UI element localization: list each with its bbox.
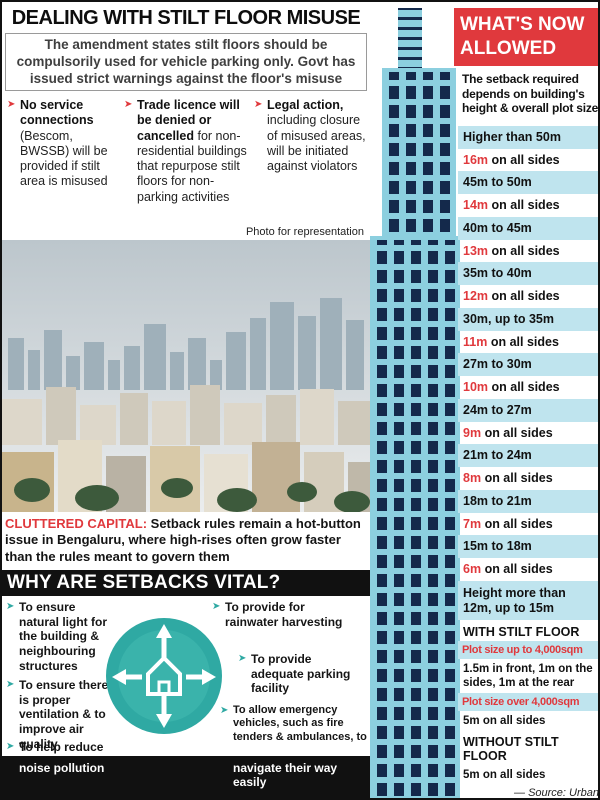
setback-value: 6m on all sides <box>463 562 553 577</box>
setback-value: 8m on all sides <box>463 471 553 486</box>
caption-text: Setback rules remain a hot-button issue … <box>5 516 361 564</box>
photo-caption: CLUTTERED CAPITAL: Setback rules remain … <box>5 516 367 565</box>
vital-text: To ensure there is proper ventilation & … <box>19 678 109 751</box>
bullet-arrow-icon: ➤ <box>7 99 16 110</box>
without-stilt-title: WITHOUT STILT FLOOR <box>463 735 559 763</box>
setback-value: 7m on all sides <box>463 516 553 531</box>
setback-value: 14m on all sides <box>463 198 560 213</box>
bullet-arrow-icon: ➤ <box>238 653 247 664</box>
setback-value: 13m on all sides <box>463 243 560 258</box>
vital-text: To ensure natural light for the building… <box>19 600 107 673</box>
bullet-arrow-icon: ➤ <box>6 679 15 690</box>
warning-item-2: ➤ Trade licence will be denied or cancel… <box>124 98 248 205</box>
building-main-tower <box>370 236 460 798</box>
height-range: 15m to 18m <box>458 535 598 559</box>
bullet-arrow-icon: ➤ <box>212 601 221 612</box>
height-range: 27m to 30m <box>458 353 598 377</box>
height-range-tall: Height more than 12m, up to 15m <box>458 580 598 620</box>
setback-value: 11m on all sides <box>463 334 559 349</box>
setback-rules-list: The setback required depends on building… <box>458 72 599 800</box>
vital-item: ➤ To provide adequate parking facility <box>238 652 366 696</box>
height-range: 45m to 50m <box>458 171 598 195</box>
warning-item-1: ➤ No service connections (Bescom, BWSSB)… <box>7 98 119 190</box>
vital-item: ➤ To allow emergency vehicles, such as f… <box>220 704 368 744</box>
city-photo <box>2 240 370 512</box>
allowed-banner: WHAT'S NOW ALLOWED <box>454 8 598 66</box>
photo-credit-label: Photo for representation <box>245 226 364 238</box>
source-credit: — Source: Urban development dept <box>514 787 599 800</box>
height-range: 21m to 24m <box>458 444 598 468</box>
building-antenna <box>398 8 422 70</box>
section-banner: WHY ARE SETBACKS VITAL? <box>2 570 370 596</box>
warning-lead: No service connections <box>20 98 94 128</box>
warning-lead: Trade licence will be denied or cancelle… <box>137 98 240 143</box>
bullet-arrow-icon: ➤ <box>124 99 133 110</box>
warning-text: including closure of misused areas, will… <box>267 113 366 173</box>
bullet-arrow-icon: ➤ <box>6 601 15 612</box>
bullet-arrow-icon: ➤ <box>6 741 15 752</box>
setback-value: 12m on all sides <box>463 289 560 304</box>
right-panel: WHAT'S NOW ALLOWED <box>370 2 598 798</box>
warning-lead: Legal action, <box>267 98 344 112</box>
bullet-arrow-icon: ➤ <box>254 99 263 110</box>
caption-lead: CLUTTERED CAPITAL: <box>5 516 148 531</box>
plot-size-rule: 5m on all sides <box>463 714 546 727</box>
with-stilt-title: WITH STILT FLOOR <box>463 624 580 639</box>
warning-text: (Bescom, BWSSB) will be provided if stil… <box>20 128 108 189</box>
bottom-black-band <box>2 756 370 798</box>
vital-text: To help reduce <box>19 740 104 754</box>
height-range: Higher than 50m <box>458 125 598 149</box>
setback-value: 9m on all sides <box>463 425 553 440</box>
vital-item: ➤ To ensure natural light for the buildi… <box>6 600 116 673</box>
warning-item-3: ➤ Legal action, including closure of mis… <box>254 98 366 174</box>
vital-text: To provide for rainwater harvesting <box>225 600 343 629</box>
plot-size-rule: 1.5m in front, 1m on the sides, 1m at th… <box>463 662 593 690</box>
bullet-arrow-icon: ➤ <box>220 705 229 716</box>
plot-size-lead: Plot size over 4,000sqm <box>458 692 598 711</box>
without-stilt-rule: 5m on all sides <box>463 769 546 781</box>
setback-value: 10m on all sides <box>463 380 560 395</box>
vital-text-on-black: navigate their way easily <box>233 761 338 789</box>
height-range: 35m to 40m <box>458 262 598 286</box>
height-range: 18m to 21m <box>458 489 598 513</box>
height-range: 24m to 27m <box>458 398 598 422</box>
plot-size-lead: Plot size up to 4,000sqm <box>458 640 598 659</box>
vital-item: ➤ To help reduce <box>6 740 116 755</box>
vital-text: To provide adequate parking facility <box>251 652 351 696</box>
vital-item: ➤ To ensure there is proper ventilation … <box>6 678 118 751</box>
building-upper-tower <box>382 68 456 238</box>
vital-text: To allow emergency vehicles, such as fir… <box>233 704 367 743</box>
vital-text-on-black: noise pollution <box>19 761 105 775</box>
setback-value: 16m on all sides <box>463 152 560 167</box>
warning-text: for non-residential buildings that repur… <box>137 128 247 204</box>
height-range: 30m, up to 35m <box>458 307 598 331</box>
vital-item: ➤ To provide for rainwater harvesting <box>212 600 352 629</box>
main-title: DEALING WITH STILT FLOOR MISUSE <box>11 7 361 29</box>
setback-house-arrows-icon <box>106 618 222 734</box>
intro-text: The amendment states stilt floors should… <box>5 33 367 91</box>
height-range: 40m to 45m <box>458 216 598 240</box>
rules-subtitle: The setback required depends on building… <box>462 72 599 116</box>
